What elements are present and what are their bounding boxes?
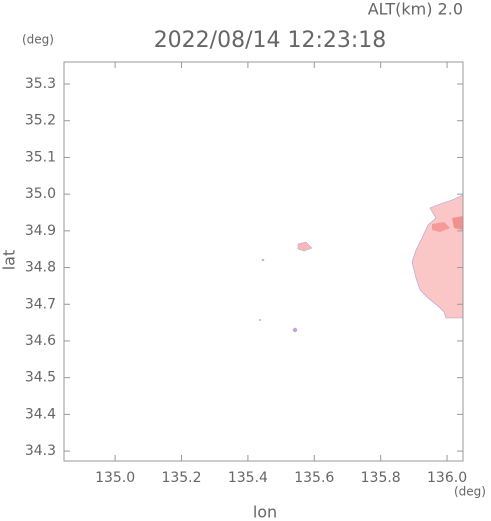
chart-title: 2022/08/14 12:23:18: [154, 28, 387, 53]
x-tick-label: 135.2: [161, 470, 201, 486]
y-tick-label: 34.6: [25, 333, 56, 349]
echo-area: [259, 194, 464, 333]
x-tick-label: 135.4: [228, 470, 268, 486]
x-tick-label: 136.0: [427, 470, 467, 486]
y-tick-label: 34.5: [25, 370, 56, 386]
x-tick-label: 135.8: [361, 470, 401, 486]
x-label: lon: [253, 503, 277, 521]
x-tick-label: 135.6: [294, 470, 334, 486]
y-tick-label: 35.0: [25, 186, 56, 202]
x-tick-label: 135.0: [95, 470, 135, 486]
y-unit: (deg): [22, 33, 54, 47]
y-tick-label: 34.8: [25, 260, 56, 276]
y-tick-label: 34.9: [25, 223, 56, 239]
y-tick-label: 34.4: [25, 406, 56, 422]
y-tick-label: 35.1: [25, 149, 56, 165]
y-tick-label: 34.3: [25, 443, 56, 459]
y-tick-label: 35.2: [25, 113, 56, 129]
y-tick-label: 34.7: [25, 296, 56, 312]
altitude-label: ALT(km) 2.0: [368, 0, 463, 19]
plot-frame: [63, 61, 464, 462]
y-tick-label: 35.3: [25, 76, 56, 92]
x-unit: (deg): [454, 485, 486, 499]
y-label: lat: [0, 250, 19, 271]
